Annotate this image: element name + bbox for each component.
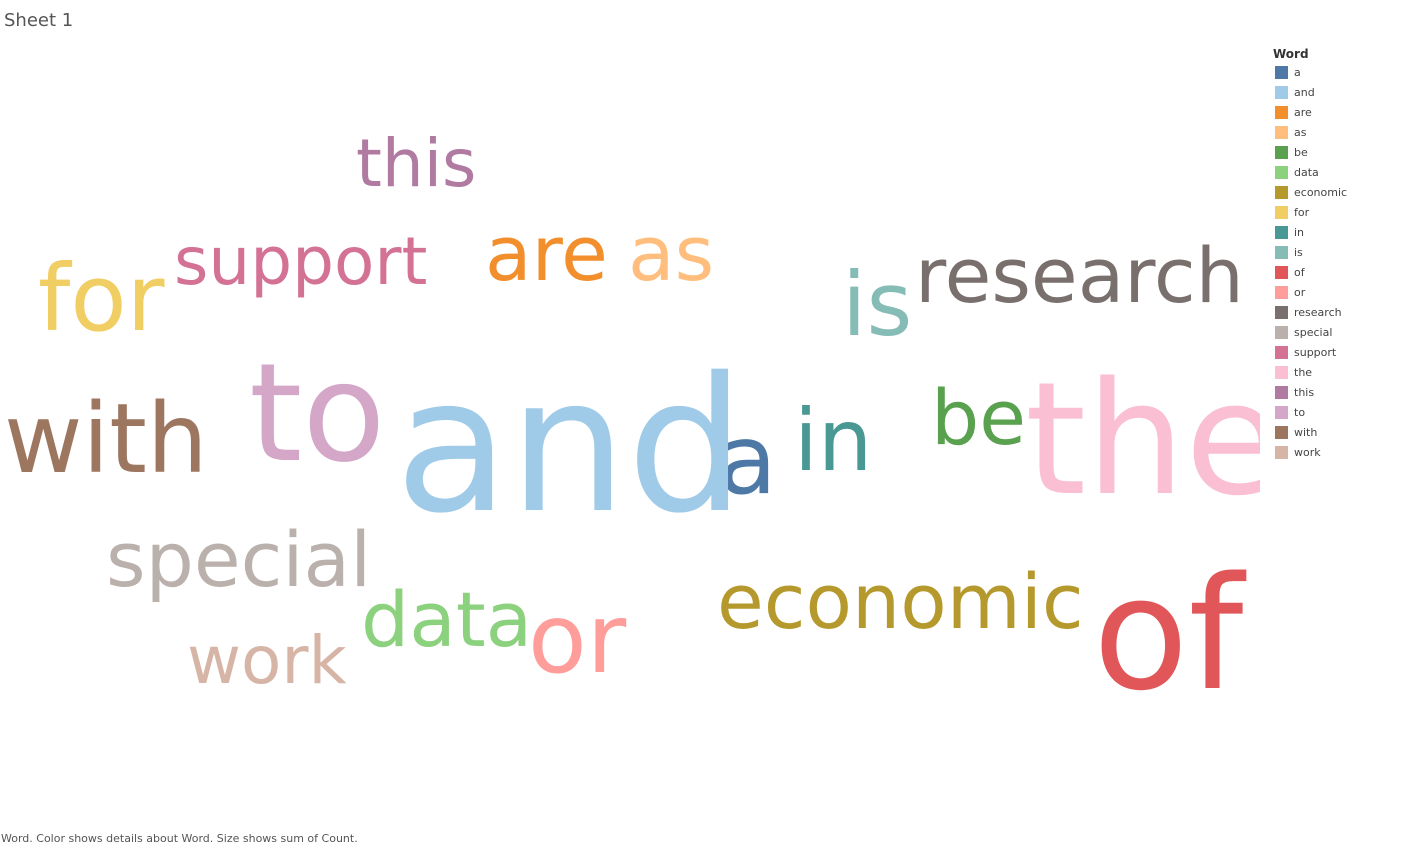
word-data[interactable]: data <box>361 575 532 664</box>
legend-swatch <box>1275 425 1288 439</box>
word-as[interactable]: as <box>628 209 714 298</box>
legend-label: special <box>1294 325 1333 339</box>
word-a[interactable]: a <box>718 404 777 516</box>
legend-item-data[interactable]: data <box>1273 162 1403 182</box>
legend-item-of[interactable]: of <box>1273 262 1403 282</box>
legend-item-and[interactable]: and <box>1273 82 1403 102</box>
legend-label: with <box>1294 425 1318 439</box>
legend-swatch <box>1275 65 1288 79</box>
word-or[interactable]: or <box>528 583 627 695</box>
legend-swatch <box>1275 225 1288 239</box>
legend-swatch <box>1275 245 1288 259</box>
legend-item-or[interactable]: or <box>1273 282 1403 302</box>
legend-swatch <box>1275 385 1288 399</box>
word-special[interactable]: special <box>106 515 371 604</box>
color-legend[interactable]: Word a and are as be data economic for in is of or r… <box>1273 46 1403 462</box>
legend-item-with[interactable]: with <box>1273 422 1403 442</box>
legend-label: and <box>1294 85 1315 99</box>
legend-label: the <box>1294 365 1313 379</box>
legend-label: in <box>1294 225 1305 239</box>
legend-item-in[interactable]: in <box>1273 222 1403 242</box>
legend-item-are[interactable]: are <box>1273 102 1403 122</box>
chart-caption: Word. Color shows details about Word. Si… <box>1 832 358 845</box>
legend-swatch <box>1275 445 1288 459</box>
word-the[interactable]: the <box>1025 348 1260 530</box>
legend-label: or <box>1294 285 1306 299</box>
legend-swatch <box>1275 165 1288 179</box>
legend-label: research <box>1294 305 1342 319</box>
legend-label: is <box>1294 245 1303 259</box>
legend-item-for[interactable]: for <box>1273 202 1403 222</box>
legend-swatch <box>1275 125 1288 139</box>
legend-item-be[interactable]: be <box>1273 142 1403 162</box>
legend-swatch <box>1275 205 1288 219</box>
legend-swatch <box>1275 285 1288 299</box>
word-in[interactable]: in <box>794 391 872 491</box>
legend-item-special[interactable]: special <box>1273 322 1403 342</box>
word-work[interactable]: work <box>187 622 347 699</box>
legend-item-research[interactable]: research <box>1273 302 1403 322</box>
word-research[interactable]: research <box>915 231 1244 320</box>
word-to[interactable]: to <box>249 335 386 493</box>
legend-label: as <box>1294 125 1307 139</box>
word-be[interactable]: be <box>931 373 1026 462</box>
legend-label: support <box>1294 345 1337 359</box>
word-support[interactable]: support <box>174 223 427 300</box>
legend-label: economic <box>1294 185 1348 199</box>
word-with[interactable]: with <box>4 383 208 495</box>
legend-items: a and are as be data economic for in is of or resear… <box>1273 62 1403 462</box>
legend-label: to <box>1294 405 1306 419</box>
sheet-title: Sheet 1 <box>4 10 74 31</box>
word-for[interactable]: for <box>38 245 165 352</box>
word-economic[interactable]: economic <box>717 557 1084 646</box>
legend-swatch <box>1275 185 1288 199</box>
legend-swatch <box>1275 305 1288 319</box>
legend-swatch <box>1275 345 1288 359</box>
legend-label: this <box>1294 385 1315 399</box>
legend-item-to[interactable]: to <box>1273 402 1403 422</box>
word-and[interactable]: and <box>395 337 745 554</box>
legend-swatch <box>1275 85 1288 99</box>
legend-swatch <box>1275 105 1288 119</box>
legend-label: data <box>1294 165 1319 179</box>
legend-item-a[interactable]: a <box>1273 62 1403 82</box>
legend-label: are <box>1294 105 1312 119</box>
legend-label: a <box>1294 65 1301 79</box>
word-of[interactable]: of <box>1093 543 1246 725</box>
legend-swatch <box>1275 325 1288 339</box>
legend-label: work <box>1294 445 1321 459</box>
legend-swatch <box>1275 365 1288 379</box>
legend-swatch <box>1275 145 1288 159</box>
word-is[interactable]: is <box>842 253 912 356</box>
word-this[interactable]: this <box>356 125 476 202</box>
legend-label: for <box>1294 205 1310 219</box>
legend-label: of <box>1294 265 1305 279</box>
legend-label: be <box>1294 145 1308 159</box>
legend-item-is[interactable]: is <box>1273 242 1403 262</box>
legend-item-support[interactable]: support <box>1273 342 1403 362</box>
legend-swatch <box>1275 265 1288 279</box>
legend-item-work[interactable]: work <box>1273 442 1403 462</box>
legend-item-the[interactable]: the <box>1273 362 1403 382</box>
legend-item-this[interactable]: this <box>1273 382 1403 402</box>
word-are[interactable]: are <box>485 209 608 298</box>
legend-item-as[interactable]: as <box>1273 122 1403 142</box>
legend-item-economic[interactable]: economic <box>1273 182 1403 202</box>
legend-title: Word <box>1273 47 1309 61</box>
legend-swatch <box>1275 405 1288 419</box>
